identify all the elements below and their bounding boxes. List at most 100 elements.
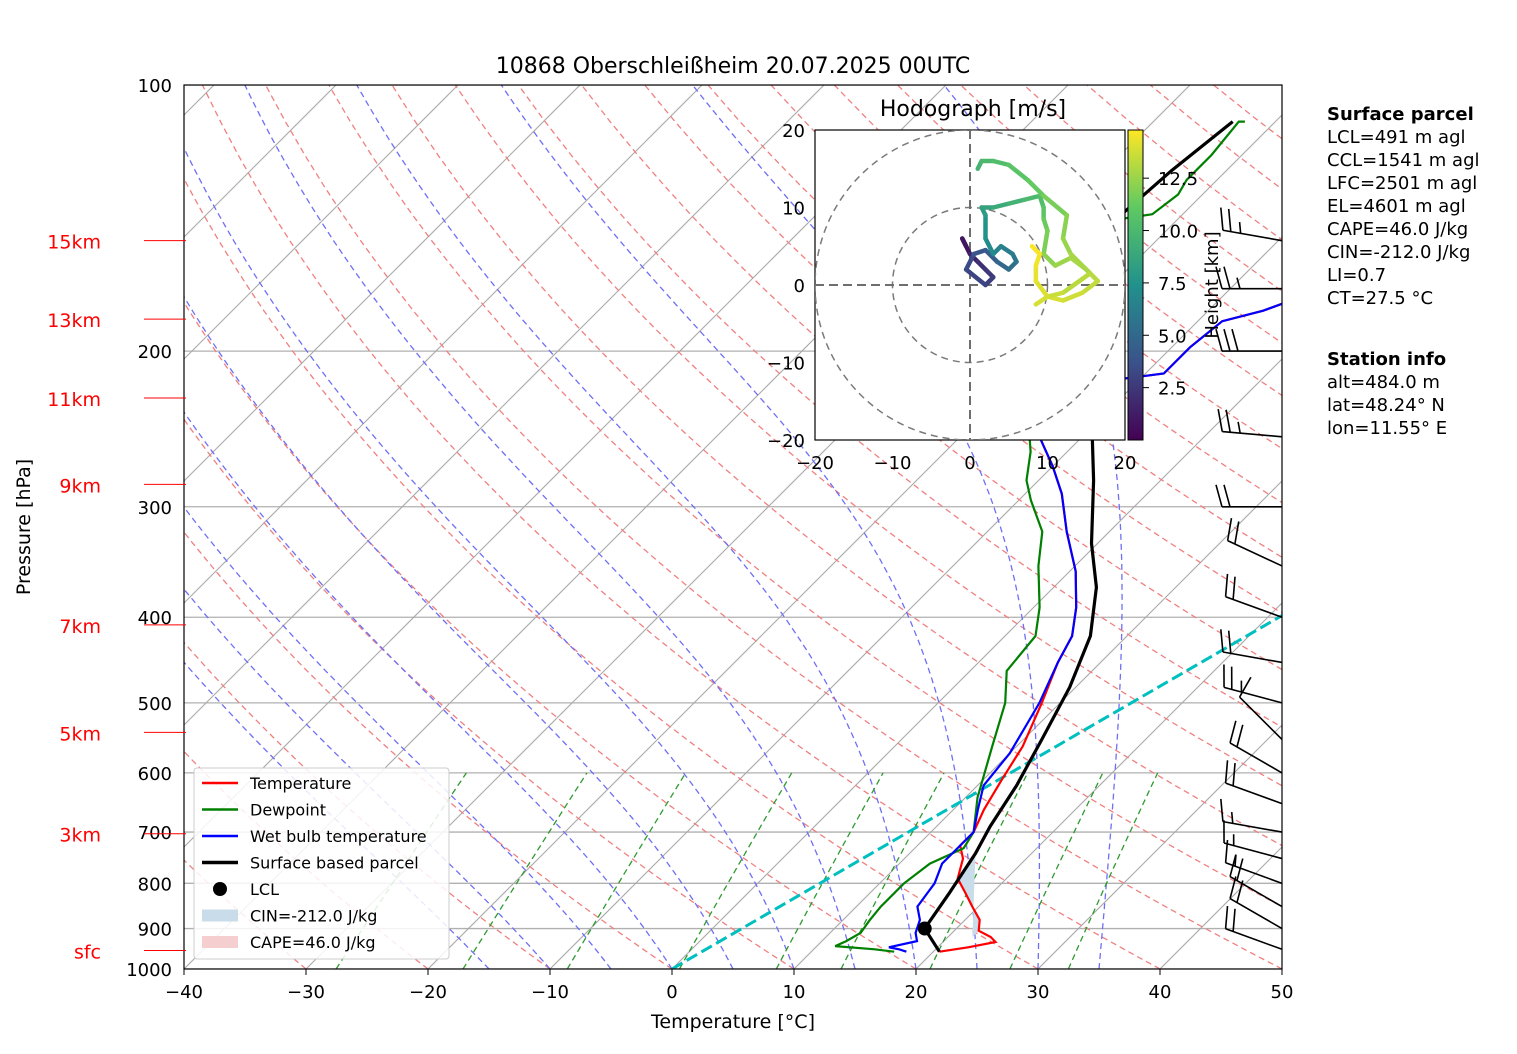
station-info: Station info alt=484.0 m lat=48.24° N lo… xyxy=(1327,348,1447,440)
isotherm-line xyxy=(184,85,703,604)
x-tick-label: 50 xyxy=(1271,982,1294,1003)
hodograph-trace xyxy=(998,244,1015,257)
barb-flag xyxy=(1231,328,1239,352)
hodograph-trace xyxy=(1060,290,1085,303)
y-tick-label: 600 xyxy=(138,764,172,785)
barb-flag xyxy=(1224,905,1229,929)
barb-flag xyxy=(1215,266,1223,289)
dry-adiabat xyxy=(328,85,1282,908)
hodograph-x-tick: 10 xyxy=(1036,453,1059,474)
wind-barb xyxy=(1223,820,1283,860)
hodograph-x-tick: −20 xyxy=(796,453,834,474)
hodograph-trace xyxy=(1041,193,1070,218)
isotherm-line xyxy=(184,85,337,238)
wind-barb xyxy=(1217,408,1283,438)
isotherm-line xyxy=(184,85,825,726)
y-axis-label: Pressure [hPa] xyxy=(13,459,35,595)
barb-half-flag xyxy=(1236,277,1241,289)
hodograph-trace xyxy=(1006,197,1027,206)
barb-staff xyxy=(1225,782,1283,805)
wind-barbs xyxy=(1215,207,1283,951)
hodograph-plot xyxy=(815,130,1125,440)
wind-barb xyxy=(1224,760,1283,805)
hodograph-trace xyxy=(963,251,977,272)
series-wet-bulb-temperature xyxy=(888,302,1282,953)
hodograph-trace xyxy=(963,267,988,288)
legend: Temperature Dewpoint Wet bulb temperature S… xyxy=(193,767,450,960)
wind-barb xyxy=(1226,517,1283,567)
barb-flag xyxy=(1225,409,1231,433)
moist-adiabat xyxy=(184,506,612,969)
barb-staff xyxy=(1222,820,1283,833)
hodograph-trace xyxy=(1029,244,1042,257)
hodograph-trace xyxy=(991,201,1011,210)
hodograph-x-tick: 0 xyxy=(964,453,975,474)
info-lon: lon=11.55° E xyxy=(1327,418,1448,439)
wind-barb xyxy=(1215,328,1282,352)
hodograph-trace xyxy=(1060,213,1070,241)
x-axis-label: Temperature [°C] xyxy=(650,1011,815,1033)
barb-flag xyxy=(1229,720,1237,744)
barb-half-flag xyxy=(1237,421,1241,434)
legend-label: LCL xyxy=(250,880,279,899)
dry-adiabat xyxy=(184,418,795,969)
barb-staff xyxy=(1225,928,1283,951)
x-tick-label: 30 xyxy=(1027,982,1050,1003)
barb-flag xyxy=(1220,629,1224,653)
barb-half-flag xyxy=(1238,221,1242,234)
barb-flag xyxy=(1217,408,1224,432)
x-tick-label: 0 xyxy=(666,982,677,1003)
legend-label: Temperature xyxy=(249,774,351,793)
moist-adiabat xyxy=(356,85,917,969)
y-tick-label: 300 xyxy=(138,498,172,519)
mixing-ratio-line xyxy=(678,772,793,969)
barb-flag xyxy=(1223,484,1231,507)
legend-label: Wet bulb temperature xyxy=(250,827,427,846)
lcl-marker xyxy=(917,921,932,936)
barb-staff xyxy=(1227,539,1283,567)
height-label: 5km xyxy=(59,723,101,745)
barb-staff xyxy=(1225,862,1283,885)
barb-flag xyxy=(1224,573,1229,597)
info-cin: CIN=-212.0 J/kg xyxy=(1327,242,1471,263)
barb-staff xyxy=(1223,686,1283,704)
wind-barb xyxy=(1224,905,1283,951)
hodograph-y-tick: −10 xyxy=(767,354,805,375)
station-info-header: Station info xyxy=(1327,349,1447,370)
wind-barb xyxy=(1220,207,1283,242)
barb-staff xyxy=(1222,229,1283,242)
dry-adiabat xyxy=(184,301,917,969)
mixing-ratio-line xyxy=(1067,772,1159,969)
isotherm-line xyxy=(427,114,1282,969)
dry-adiabat xyxy=(770,85,1282,504)
isotherm-line xyxy=(671,358,1282,969)
legend-label: CAPE=46.0 J/kg xyxy=(250,933,376,952)
barb-staff xyxy=(1222,651,1283,664)
hodograph-x-tick: 20 xyxy=(1114,453,1137,474)
height-label: 9km xyxy=(59,475,101,497)
y-tick-label: 900 xyxy=(138,920,172,941)
height-label: 11km xyxy=(47,389,101,411)
legend-label: Dewpoint xyxy=(250,801,326,820)
mixing-ratio-line xyxy=(775,772,884,969)
mixing-ratio-line xyxy=(840,772,945,969)
isotherm-line xyxy=(1037,724,1282,969)
hodograph-x-tick: −10 xyxy=(874,453,912,474)
isotherm-line xyxy=(184,85,581,482)
barb-flag xyxy=(1227,208,1232,232)
dry-adiabat xyxy=(391,85,1282,847)
dry-adiabat xyxy=(184,177,1039,969)
barb-staff xyxy=(1229,742,1283,774)
colorbar-tick-label: 10.0 xyxy=(1158,222,1198,243)
y-tick-label: 200 xyxy=(138,342,172,363)
colorbar-tick-label: 7.5 xyxy=(1158,274,1187,295)
legend-label: Surface based parcel xyxy=(250,854,419,873)
barb-flag xyxy=(1236,724,1244,748)
colorbar-label: Height [km] xyxy=(1202,231,1223,338)
plot-frame xyxy=(183,84,1283,970)
x-tick-label: 10 xyxy=(783,982,806,1003)
info-el: EL=4601 m agl xyxy=(1327,196,1466,217)
colorbar-tick-label: 5.0 xyxy=(1158,326,1187,347)
dry-adiabat xyxy=(265,85,1282,969)
